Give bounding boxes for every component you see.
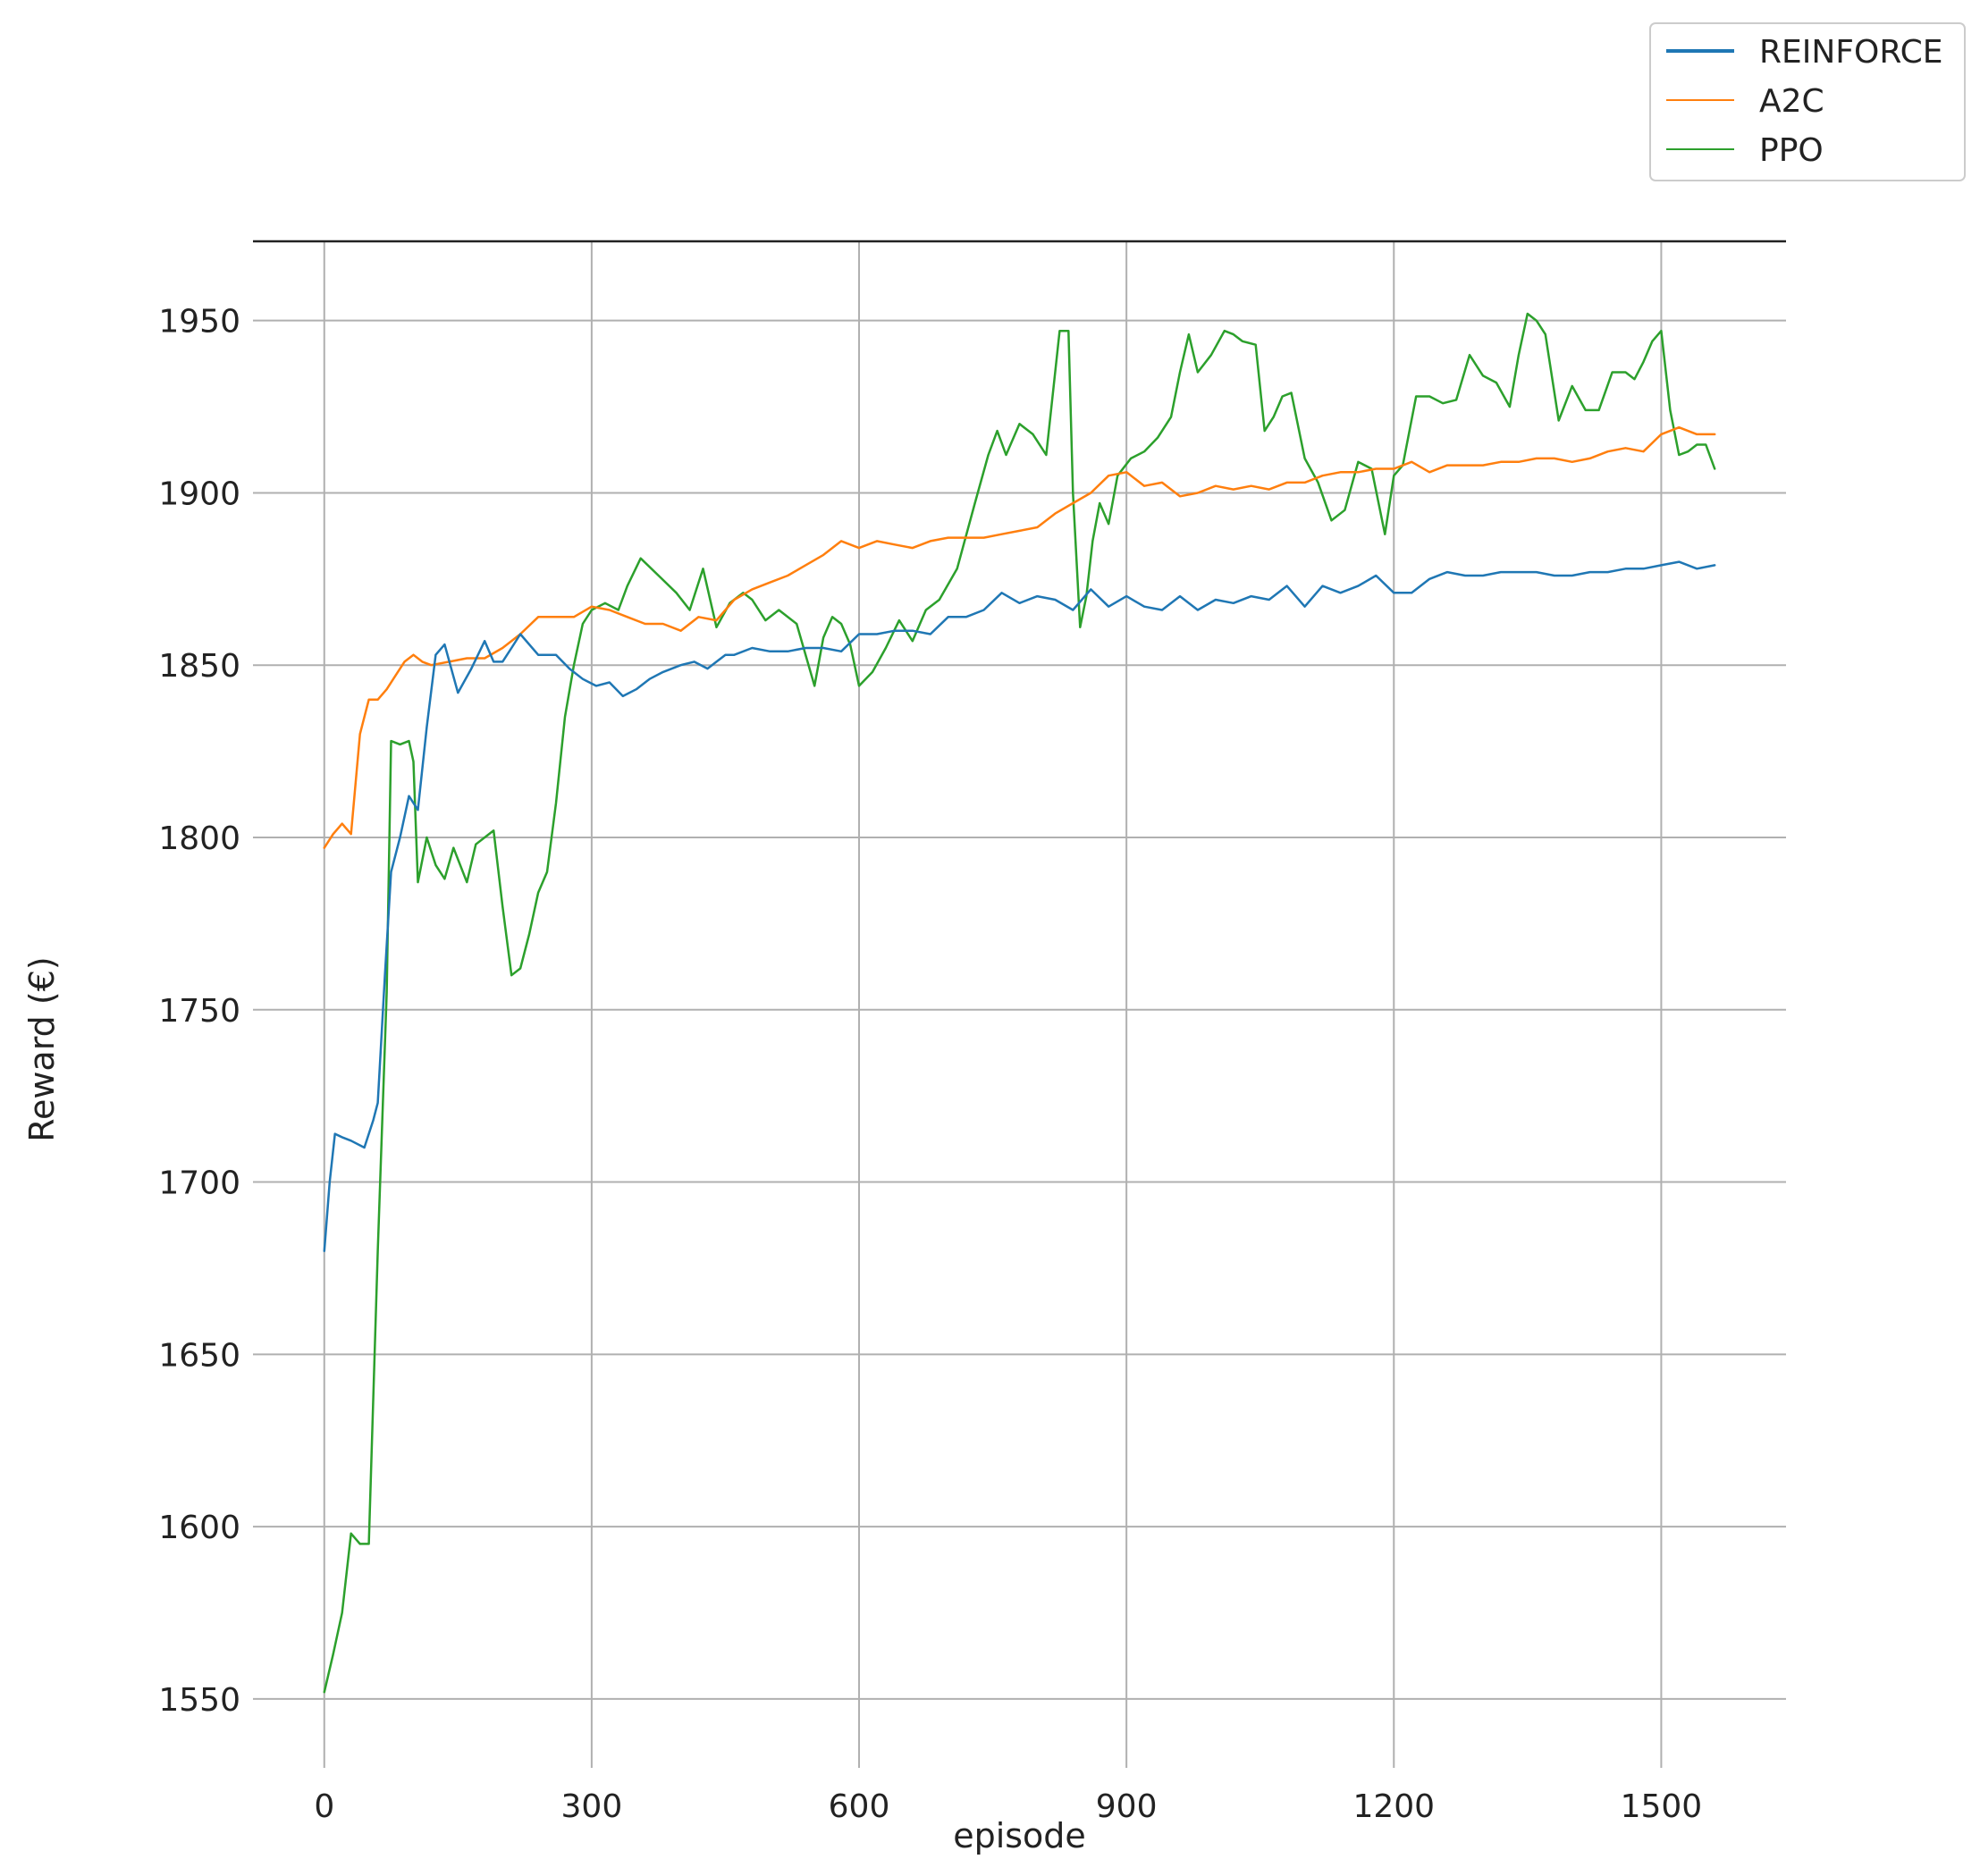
y-tick-label-1850: 1850 [158,648,240,685]
x-tick-label-600: 600 [829,1788,890,1825]
series-line-ppo [323,312,1716,1694]
series-line-reinforce [323,560,1716,1252]
y-tick-label-1750: 1750 [158,993,240,1030]
y-axis-label: Reward (€) [22,956,62,1141]
x-tick-label-0: 0 [314,1788,334,1825]
y-tick-label-1800: 1800 [158,820,240,857]
y-tick-label-1700: 1700 [158,1165,240,1202]
x-tick-label-900: 900 [1096,1788,1158,1825]
series-layer [323,312,1716,1694]
legend-frame [1649,22,1966,181]
y-tick-label-1950: 1950 [158,304,240,341]
grid-layer [253,241,1786,1768]
series-line-a2c [323,425,1716,849]
legend-label-a2c: A2C [1759,83,1824,120]
x-tick-label-1200: 1200 [1352,1788,1435,1825]
x-tick-label-300: 300 [561,1788,623,1825]
y-tick-label-1550: 1550 [158,1682,240,1719]
legend-label-reinforce: REINFORCE [1759,34,1942,71]
legend: REINFORCE A2C PPO [1649,22,1966,181]
y-tick-label-1900: 1900 [158,475,240,512]
tick-labels: 0 300 600 900 1200 1500 1550 1600 1650 1700 1750 18… [158,304,1702,1825]
y-tick-label-1650: 1650 [158,1337,240,1374]
x-axis-label: episode [953,1816,1086,1855]
y-tick-label-1600: 1600 [158,1510,240,1546]
x-tick-label-1500: 1500 [1621,1788,1703,1825]
legend-label-ppo: PPO [1759,132,1824,169]
